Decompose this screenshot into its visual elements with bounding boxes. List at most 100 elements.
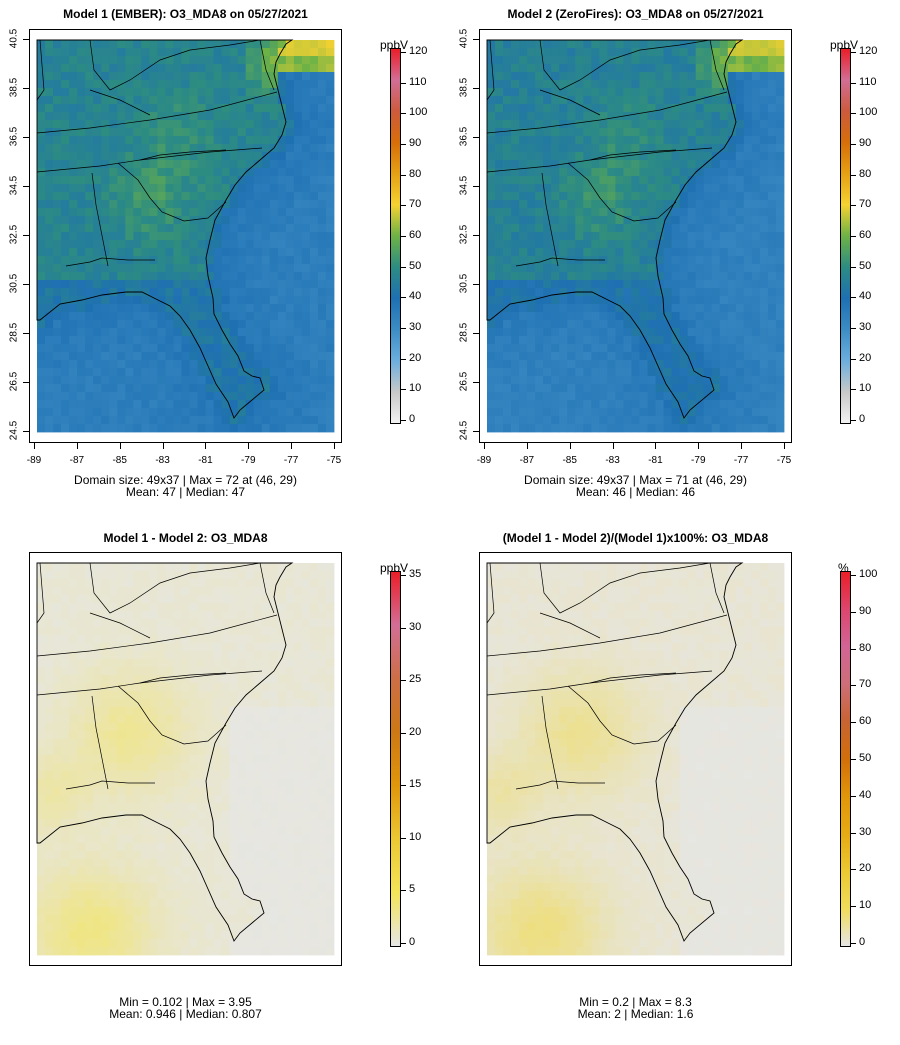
heatmap-cell (735, 264, 745, 273)
heatmap-cell (599, 392, 608, 401)
heatmap-cell (679, 56, 689, 65)
heatmap-cell (133, 392, 142, 401)
heatmap-cell (221, 368, 231, 377)
heatmap-cell (639, 344, 648, 353)
heatmap-cell (269, 72, 279, 81)
heatmap-cell (631, 352, 640, 361)
heatmap-cell (53, 723, 62, 732)
heatmap-cell (261, 376, 271, 385)
heatmap-cell (237, 619, 247, 628)
heatmap-cell (487, 144, 496, 153)
heatmap-cell (101, 571, 110, 580)
heatmap-cell (325, 667, 335, 676)
heatmap-cell (293, 200, 303, 209)
heatmap-cell (245, 296, 255, 305)
heatmap-cell (253, 184, 263, 193)
heatmap-cell (551, 416, 560, 425)
heatmap-cell (229, 579, 239, 588)
heatmap-cell (237, 683, 247, 692)
heatmap-cell (775, 72, 785, 81)
heatmap-cell (125, 208, 134, 217)
heatmap-cell (45, 168, 54, 177)
heatmap-cell (591, 400, 600, 409)
heatmap-cell (157, 739, 166, 748)
heatmap-cell (293, 120, 303, 129)
heatmap-cell (253, 627, 263, 636)
heatmap-cell (165, 352, 174, 361)
heatmap-cell (647, 96, 656, 105)
heatmap-cell (197, 571, 206, 580)
heatmap-cell (535, 176, 544, 185)
heatmap-cell (551, 184, 560, 193)
heatmap-cell (535, 88, 544, 97)
heatmap-cell (767, 112, 777, 121)
heatmap-cell (133, 368, 142, 377)
heatmap-cell (157, 200, 166, 209)
heatmap-cell (679, 296, 689, 305)
heatmap-cell (727, 328, 737, 337)
x-tick-label: -81 (648, 455, 663, 466)
heatmap-cell (301, 675, 311, 684)
heatmap-cell (77, 64, 86, 73)
heatmap-cell (189, 731, 198, 740)
heatmap-cell (197, 80, 206, 89)
heatmap-cell (751, 384, 761, 393)
heatmap-cell (253, 619, 263, 628)
heatmap-cell (583, 376, 592, 385)
heatmap-cell (229, 128, 239, 137)
heatmap-cell (647, 336, 656, 345)
heatmap-cell (85, 168, 94, 177)
heatmap-cell (85, 771, 94, 780)
heatmap-cell (181, 280, 190, 289)
heatmap-cell (93, 787, 102, 796)
heatmap-cell (309, 627, 319, 636)
heatmap-cell (77, 675, 86, 684)
heatmap-cell (543, 400, 552, 409)
heatmap-cell (293, 368, 303, 377)
heatmap-cell (269, 763, 279, 772)
heatmap-cell (237, 232, 247, 241)
heatmap-cell (583, 56, 592, 65)
heatmap-cell (325, 48, 335, 57)
heatmap-cell (157, 168, 166, 177)
heatmap-cell (197, 64, 206, 73)
heatmap-cell (61, 659, 70, 668)
heatmap-cell (245, 88, 255, 97)
heatmap-cell (711, 208, 721, 217)
heatmap-cell (269, 96, 279, 105)
heatmap-cell (639, 96, 648, 105)
heatmap-cell (61, 48, 70, 57)
heatmap-cell (317, 619, 327, 628)
heatmap-cell (567, 128, 576, 137)
heatmap-cell (293, 248, 303, 257)
heatmap-cell (53, 216, 62, 225)
heatmap-cell (615, 224, 624, 233)
heatmap-cell (743, 168, 753, 177)
heatmap-cell (639, 136, 648, 145)
heatmap-cell (325, 104, 335, 113)
heatmap-cell (687, 208, 697, 217)
heatmap-cell (229, 312, 239, 321)
heatmap-cell (535, 392, 544, 401)
heatmap-cell (607, 280, 616, 289)
heatmap-cell (77, 328, 86, 337)
heatmap-cell (591, 200, 600, 209)
heatmap-cell (101, 376, 110, 385)
heatmap-cell (559, 56, 568, 65)
heatmap-cell (205, 184, 214, 193)
heatmap-cell (157, 803, 166, 812)
heatmap-cell (173, 136, 182, 145)
heatmap-cell (269, 771, 279, 780)
heatmap-cell (759, 304, 769, 313)
heatmap-cell (615, 152, 624, 161)
heatmap-cell (213, 272, 223, 281)
heatmap-cell (69, 312, 78, 321)
heatmap-cell (213, 248, 223, 257)
heatmap-cell (759, 104, 769, 113)
heatmap-cell (117, 579, 126, 588)
heatmap-cell (125, 643, 134, 652)
heatmap-cell (149, 683, 158, 692)
heatmap-cell (647, 200, 656, 209)
heatmap-cell (245, 112, 255, 121)
heatmap-cell (503, 96, 512, 105)
